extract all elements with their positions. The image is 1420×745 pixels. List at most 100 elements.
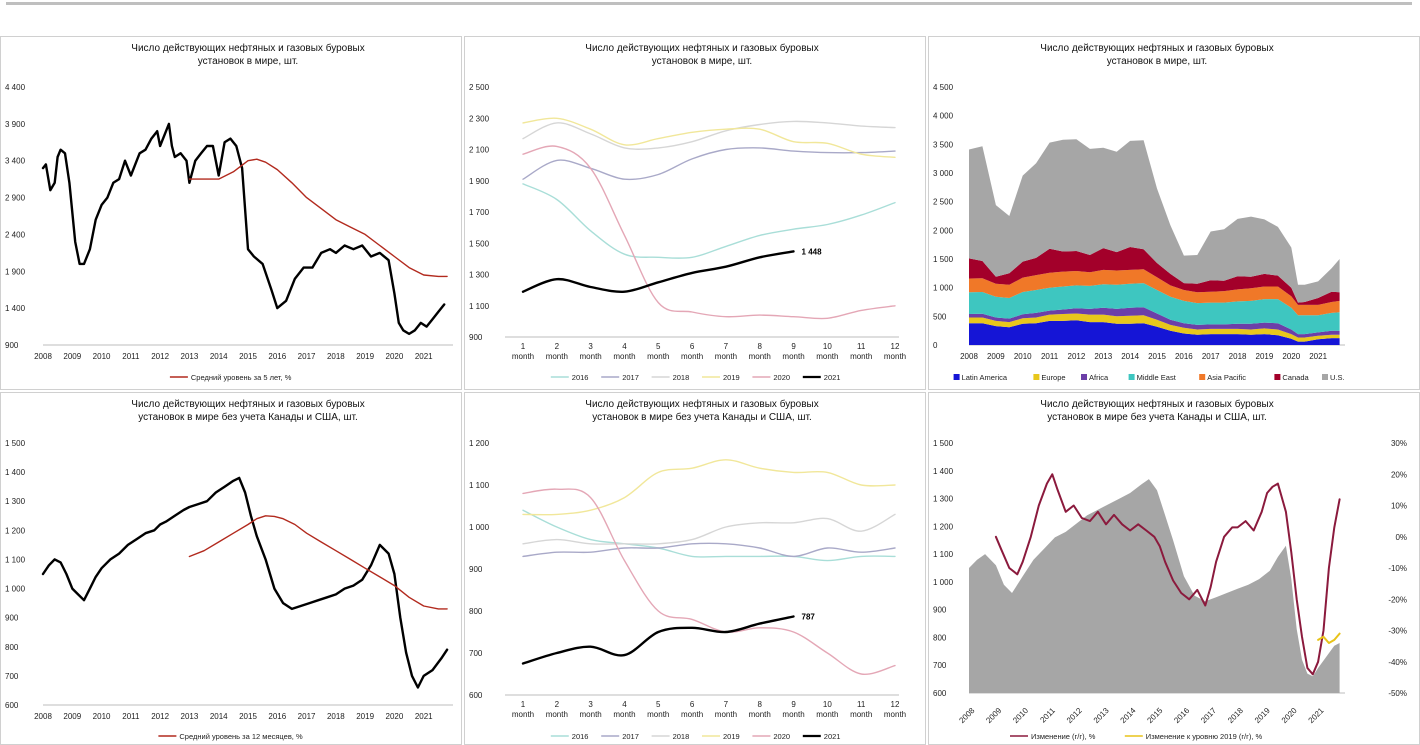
y2-tick-label: 10% — [1391, 502, 1407, 511]
chart-title-line: установок в мире без учета Канады и США,… — [592, 411, 811, 423]
x-tick-sublabel: month — [647, 710, 669, 719]
legend-label: 2020 — [773, 732, 790, 741]
x-tick-label: 10 — [823, 342, 832, 351]
legend-label: Изменение (г/г), % — [1031, 732, 1096, 741]
area-series-u-s- — [969, 139, 1340, 303]
y-tick-label: 1 000 — [469, 523, 490, 532]
legend-label: Latin America — [962, 373, 1008, 382]
chart-svg: Число действующих нефтяных и газовых бур… — [933, 398, 1407, 741]
x-tick-label: 2010 — [93, 712, 111, 721]
x-tick-label: 2013 — [181, 352, 199, 361]
series-line-2018 — [522, 120, 896, 150]
y-tick-label: 1 100 — [933, 550, 954, 559]
legend-label: Средний уровень за 12 месяцев, % — [179, 732, 303, 741]
x-tick-label: 7 — [724, 700, 729, 709]
chart-panel-world-rigs-by-region: Число действующих нефтяных и газовых бур… — [928, 36, 1420, 390]
area-series-middle-east — [969, 283, 1340, 335]
x-tick-label: 2011 — [122, 352, 140, 361]
x-tick-label: 2009 — [987, 352, 1005, 361]
chart-title-line: Число действующих нефтяных и газовых бур… — [1040, 398, 1273, 410]
x-tick-sublabel: month — [580, 352, 602, 361]
x-tick-label: 2018 — [1226, 706, 1245, 725]
x-tick-label: 2014 — [210, 712, 228, 721]
y-tick-label: 1 200 — [5, 526, 26, 535]
y2-tick-label: -10% — [1388, 564, 1407, 573]
series-line-2016 — [522, 183, 896, 259]
y-tick-label: 1 000 — [933, 284, 954, 293]
x-tick-label: 2012 — [151, 352, 169, 361]
y-tick-label: 700 — [5, 672, 19, 681]
x-tick-sublabel: month — [647, 352, 669, 361]
x-tick-sublabel: month — [512, 710, 534, 719]
area-series-africa — [969, 307, 1340, 338]
x-tick-label: 1 — [521, 700, 526, 709]
x-tick-sublabel: month — [782, 352, 804, 361]
x-tick-label: 2018 — [327, 712, 345, 721]
chart-svg: Число действующих нефтяных и газовых бур… — [469, 42, 906, 382]
x-tick-label: 2014 — [1119, 706, 1138, 725]
legend-label: 2019 — [723, 732, 740, 741]
x-tick-label: 2 — [555, 342, 560, 351]
series-line-avg — [994, 473, 1341, 676]
series-line-2021 — [521, 615, 795, 665]
x-tick-label: 2012 — [1065, 706, 1084, 725]
legend-swatch — [1128, 374, 1135, 380]
legend-label: Canada — [1282, 373, 1309, 382]
y-tick-label: 2 100 — [469, 146, 490, 155]
x-tick-label: 2009 — [63, 712, 81, 721]
data-label-last-value: 787 — [802, 612, 816, 621]
x-tick-label: 2017 — [1202, 352, 1220, 361]
x-tick-sublabel: month — [884, 710, 906, 719]
y-tick-label: 1 900 — [5, 267, 26, 276]
series-line-main — [41, 122, 446, 336]
y-tick-label: 1 300 — [469, 271, 490, 280]
y-tick-label: 2 000 — [933, 226, 954, 235]
x-tick-label: 2021 — [415, 352, 433, 361]
y-tick-label: 900 — [5, 614, 19, 623]
x-tick-label: 2020 — [386, 352, 404, 361]
x-tick-label: 2010 — [1014, 352, 1032, 361]
x-tick-sublabel: month — [715, 710, 737, 719]
legend-label: 2018 — [673, 732, 690, 741]
x-tick-sublabel: month — [816, 352, 838, 361]
chart-svg: Число действующих нефтяных и газовых бур… — [5, 42, 453, 382]
y-tick-label: 2 400 — [5, 230, 26, 239]
x-tick-label: 2008 — [34, 352, 52, 361]
x-tick-label: 2015 — [239, 352, 257, 361]
y-tick-label: 1 000 — [933, 578, 954, 587]
x-tick-label: 11 — [857, 342, 866, 351]
x-tick-label: 9 — [791, 342, 796, 351]
legend-label: Изменение к уровню 2019 (г/г), % — [1146, 732, 1263, 741]
x-tick-label: 2021 — [415, 712, 433, 721]
x-tick-label: 2016 — [1175, 352, 1193, 361]
y-tick-label: 1 200 — [469, 439, 490, 448]
y-tick-label: 1 400 — [933, 467, 954, 476]
chart-title-line: Число действующих нефтяных и газовых бур… — [585, 42, 818, 54]
y-tick-label: 500 — [933, 312, 947, 321]
x-tick-sublabel: month — [816, 710, 838, 719]
legend-swatch — [1033, 374, 1040, 380]
y-tick-label: 4 500 — [933, 83, 954, 92]
area-series-latin-america — [969, 320, 1340, 345]
legend-label: Средний уровень за 5 лет, % — [191, 373, 292, 382]
series-line-main — [41, 476, 449, 689]
y2-tick-label: -30% — [1388, 627, 1407, 636]
legend-label: 2018 — [673, 373, 690, 382]
y2-tick-label: -50% — [1388, 689, 1407, 698]
chart-panel-world-rigs-yearly: Число действующих нефтяных и газовых бур… — [0, 36, 462, 390]
x-tick-sublabel: month — [580, 710, 602, 719]
x-tick-label: 5 — [656, 342, 661, 351]
legend-label: Middle East — [1137, 373, 1177, 382]
x-tick-label: 2011 — [1038, 706, 1057, 725]
x-tick-label: 4 — [622, 700, 627, 709]
legend-swatch — [1199, 374, 1206, 380]
legend-label: 2021 — [824, 732, 841, 741]
x-tick-label: 3 — [588, 700, 593, 709]
x-tick-label: 2015 — [239, 712, 257, 721]
chart-svg: Число действующих нефтяных и газовых бур… — [5, 398, 453, 741]
x-tick-label: 4 — [622, 342, 627, 351]
series-line-2017 — [522, 147, 896, 181]
legend-swatch — [1274, 374, 1281, 380]
x-tick-sublabel: month — [681, 710, 703, 719]
x-tick-label: 5 — [656, 700, 661, 709]
